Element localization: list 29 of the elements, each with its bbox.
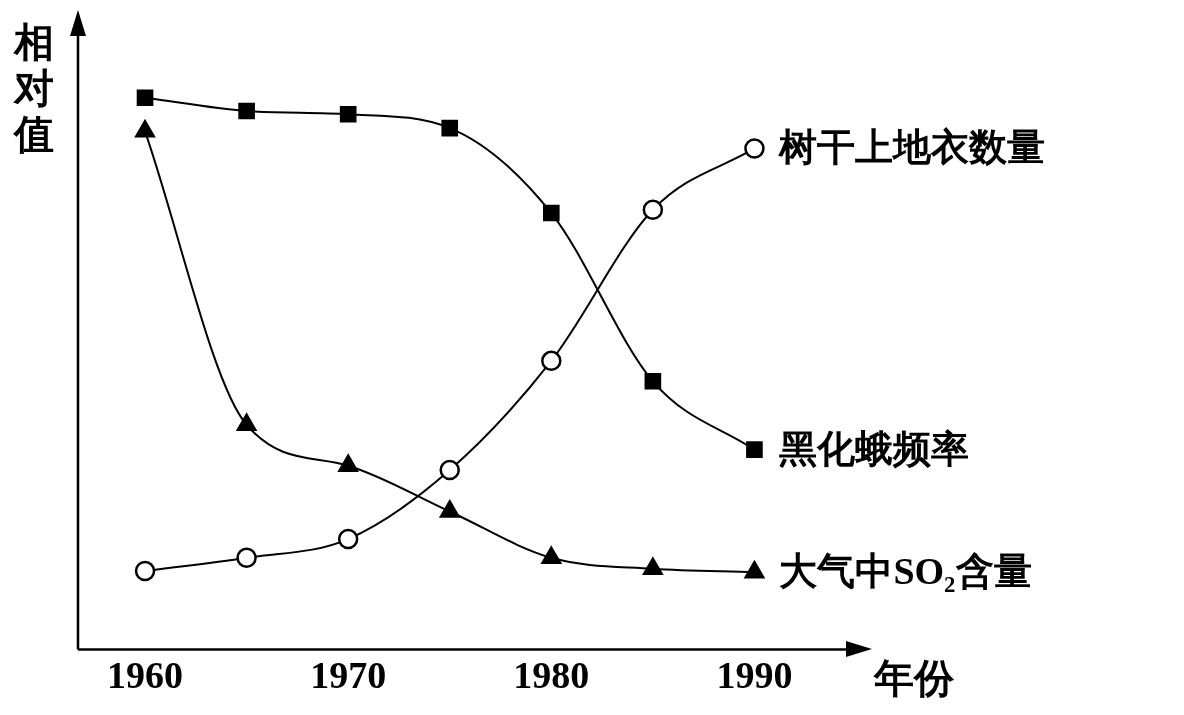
point [439,500,460,518]
point [339,105,357,123]
point [236,547,257,569]
x-tick-label: 1980 [513,654,590,697]
point [744,560,765,579]
point [746,441,763,459]
point [642,199,664,220]
series-label: 树干上地衣数量 [778,126,1046,169]
point [337,528,359,550]
series-label: 大气中SO₂含量 [779,549,1032,592]
point [338,454,359,472]
x-tick-label: 1970 [310,654,387,697]
x-axis-title: 年份 [873,655,955,701]
point [236,413,257,432]
point [441,119,459,137]
y-axis-title: 相对值 [12,20,54,158]
x-tick-label: 1960 [107,654,184,697]
point [136,89,154,107]
point [134,560,156,582]
series-label: 黑化蛾频率 [779,427,970,470]
point [439,459,460,481]
point [238,102,255,120]
point [542,204,560,222]
x-tick-label: 1990 [716,654,793,697]
point [744,138,765,159]
point [541,350,562,372]
point [642,557,663,576]
point [541,546,562,565]
point [644,372,662,390]
